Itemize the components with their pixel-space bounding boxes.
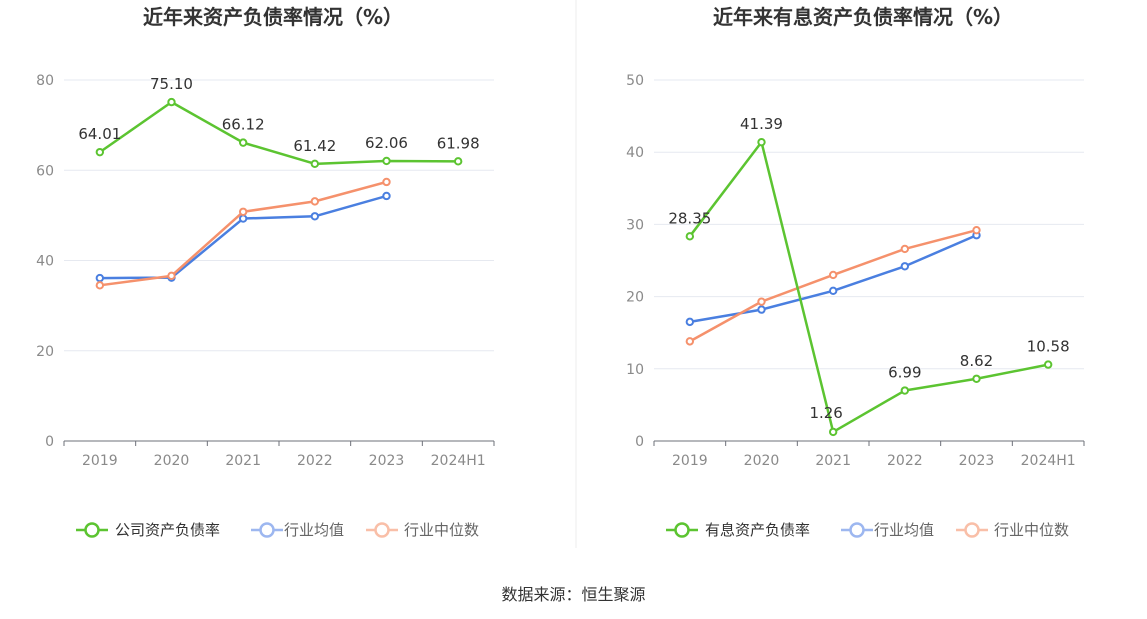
data-label: 1.26 xyxy=(809,404,842,422)
data-label: 10.58 xyxy=(1027,338,1070,356)
data-point xyxy=(828,427,838,437)
data-label: 6.99 xyxy=(888,364,921,382)
x-tick-label: 2019 xyxy=(82,453,118,469)
data-point xyxy=(972,374,981,383)
data-point xyxy=(95,147,105,157)
y-tick-label: 40 xyxy=(626,145,644,161)
y-tick-label: 20 xyxy=(626,290,644,306)
legend-label: 行业中位数 xyxy=(994,521,1069,539)
legend-marker-icon xyxy=(84,522,100,538)
data-point xyxy=(167,271,176,281)
data-point xyxy=(167,97,176,107)
legend-item: 行业均值 xyxy=(841,521,934,539)
x-tick-label: 2024H1 xyxy=(431,453,486,469)
legend-marker-icon xyxy=(849,522,865,538)
x-tick-label: 2023 xyxy=(959,453,995,469)
data-point xyxy=(453,157,463,166)
data-point xyxy=(900,386,910,395)
data-point xyxy=(310,212,320,221)
legend-marker-icon xyxy=(374,522,390,538)
chart-title: 近年来有息资产负债率情况（%） xyxy=(713,5,1013,29)
data-label: 61.98 xyxy=(437,134,480,152)
legend-item: 公司资产负债率 xyxy=(76,521,220,539)
legend-label: 行业均值 xyxy=(874,521,934,539)
chart-title: 近年来资产负债率情况（%） xyxy=(143,5,403,29)
data-point xyxy=(828,270,838,280)
legend-marker-icon xyxy=(964,522,980,538)
data-point xyxy=(382,156,391,166)
data-point xyxy=(382,191,391,201)
series-line xyxy=(99,180,387,287)
legend-item: 有息资产负债率 xyxy=(666,521,810,539)
data-point xyxy=(238,138,248,147)
data-point xyxy=(828,286,838,296)
legend-label: 行业均值 xyxy=(284,521,344,539)
data-point xyxy=(382,177,391,187)
y-tick-label: 60 xyxy=(36,163,54,179)
data-source-note: 数据来源：恒生聚源 xyxy=(501,585,646,604)
y-tick-label: 10 xyxy=(626,362,644,378)
data-point xyxy=(685,232,695,241)
legend-marker-icon xyxy=(674,522,690,538)
x-tick-label: 2019 xyxy=(672,453,708,469)
data-point xyxy=(900,262,910,271)
data-point xyxy=(310,197,320,206)
y-tick-label: 30 xyxy=(626,217,644,233)
y-tick-label: 0 xyxy=(45,434,54,450)
x-tick-label: 2023 xyxy=(369,453,405,469)
legend-item: 行业均值 xyxy=(251,521,344,539)
x-tick-label: 2020 xyxy=(154,453,190,469)
y-tick-label: 80 xyxy=(36,73,54,89)
chart-panel-1: 近年来资产负债率情况（%） 0 20 40 60 80 2019 2020 2021 2022 20… xyxy=(36,5,495,539)
y-tick-label: 0 xyxy=(635,434,644,450)
x-tick-label: 2020 xyxy=(744,453,780,469)
data-point xyxy=(310,159,320,169)
data-point xyxy=(757,297,766,306)
data-point xyxy=(972,225,981,235)
data-label: 75.10 xyxy=(150,75,193,93)
data-point xyxy=(238,207,248,216)
data-label: 28.35 xyxy=(668,209,711,227)
data-point xyxy=(757,305,766,314)
data-label: 61.42 xyxy=(293,137,336,155)
y-tick-label: 40 xyxy=(36,254,54,270)
x-tick-label: 2022 xyxy=(297,453,333,469)
data-point xyxy=(685,317,695,327)
legend-marker-icon xyxy=(259,522,275,538)
x-tick-label: 2022 xyxy=(887,453,923,469)
data-point xyxy=(900,244,910,254)
x-tick-label: 2024H1 xyxy=(1021,453,1076,469)
series-line xyxy=(689,228,977,343)
series-line xyxy=(99,100,459,166)
legend-item: 行业中位数 xyxy=(956,521,1069,539)
y-tick-label: 50 xyxy=(626,73,644,89)
y-tick-label: 20 xyxy=(36,344,54,360)
data-point xyxy=(757,137,766,147)
legend-item: 行业中位数 xyxy=(366,521,479,539)
data-label: 8.62 xyxy=(960,352,993,370)
legend-label: 有息资产负债率 xyxy=(705,521,810,539)
x-tick-label: 2021 xyxy=(815,453,851,469)
legend-label: 行业中位数 xyxy=(404,521,479,539)
data-point xyxy=(95,281,105,290)
data-point xyxy=(685,337,695,346)
data-label: 62.06 xyxy=(365,134,408,152)
data-point xyxy=(95,273,105,283)
data-label: 66.12 xyxy=(222,116,265,134)
data-point xyxy=(1043,360,1053,369)
data-label: 64.01 xyxy=(78,125,121,143)
data-point xyxy=(238,214,248,223)
data-label: 41.39 xyxy=(740,115,783,133)
series-line xyxy=(688,140,1049,434)
chart-panel-2: 近年来有息资产负债率情况（%） 0 10 20 30 40 50 2019 2020 2021 20… xyxy=(626,5,1085,539)
legend-label: 公司资产负债率 xyxy=(115,521,220,539)
x-tick-label: 2021 xyxy=(225,453,261,469)
